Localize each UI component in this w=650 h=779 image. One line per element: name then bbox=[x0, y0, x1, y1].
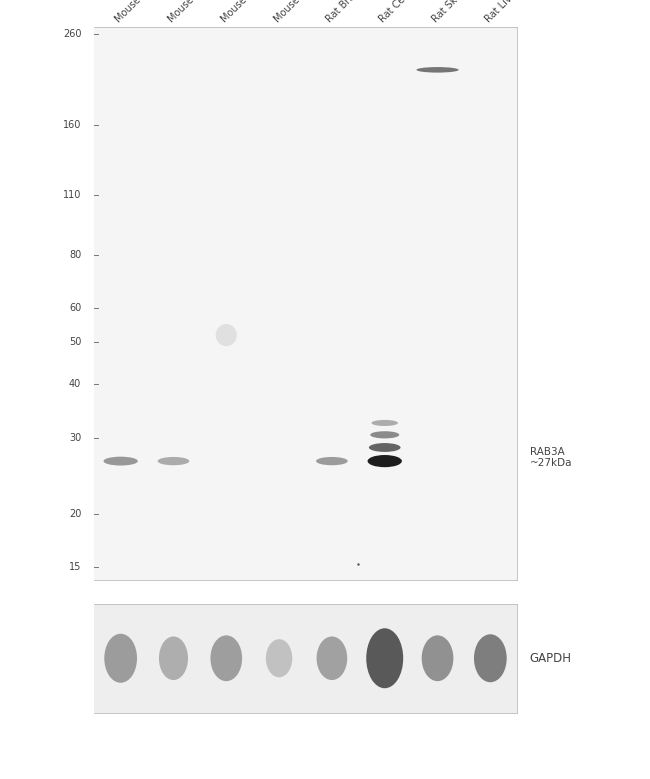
Text: Mouse Liver: Mouse Liver bbox=[272, 0, 320, 24]
Ellipse shape bbox=[474, 634, 507, 682]
Text: RAB3A
~27kDa: RAB3A ~27kDa bbox=[530, 447, 572, 468]
Text: 30: 30 bbox=[69, 433, 81, 443]
Ellipse shape bbox=[103, 456, 138, 466]
Ellipse shape bbox=[417, 67, 459, 72]
Text: Mouse Brain: Mouse Brain bbox=[114, 0, 164, 24]
Ellipse shape bbox=[422, 636, 454, 681]
Ellipse shape bbox=[317, 636, 347, 680]
Text: Mouse Skeletal Muscle: Mouse Skeletal Muscle bbox=[219, 0, 305, 24]
Text: Rat Brain: Rat Brain bbox=[325, 0, 364, 24]
Ellipse shape bbox=[369, 443, 400, 452]
Ellipse shape bbox=[211, 636, 242, 681]
Text: 160: 160 bbox=[63, 120, 81, 130]
Text: Mouse Cerebellum: Mouse Cerebellum bbox=[166, 0, 238, 24]
Ellipse shape bbox=[157, 457, 189, 465]
Ellipse shape bbox=[366, 628, 403, 689]
Text: 15: 15 bbox=[69, 562, 81, 573]
Text: 50: 50 bbox=[69, 337, 81, 347]
Ellipse shape bbox=[370, 432, 399, 439]
Ellipse shape bbox=[367, 455, 402, 467]
Text: Rat Skeletal Muscle: Rat Skeletal Muscle bbox=[430, 0, 505, 24]
Text: GAPDH: GAPDH bbox=[530, 652, 572, 664]
Ellipse shape bbox=[216, 324, 237, 346]
Ellipse shape bbox=[316, 457, 348, 465]
Ellipse shape bbox=[372, 420, 398, 426]
Text: 40: 40 bbox=[69, 379, 81, 390]
Text: Rat Cerebellum: Rat Cerebellum bbox=[378, 0, 438, 24]
Ellipse shape bbox=[104, 634, 137, 682]
Ellipse shape bbox=[266, 639, 292, 677]
Text: 80: 80 bbox=[69, 249, 81, 259]
Text: 110: 110 bbox=[63, 190, 81, 200]
Text: 260: 260 bbox=[63, 30, 81, 39]
Text: 60: 60 bbox=[69, 303, 81, 313]
Ellipse shape bbox=[159, 636, 188, 680]
Text: 20: 20 bbox=[69, 509, 81, 519]
Text: Rat Liver: Rat Liver bbox=[483, 0, 521, 24]
